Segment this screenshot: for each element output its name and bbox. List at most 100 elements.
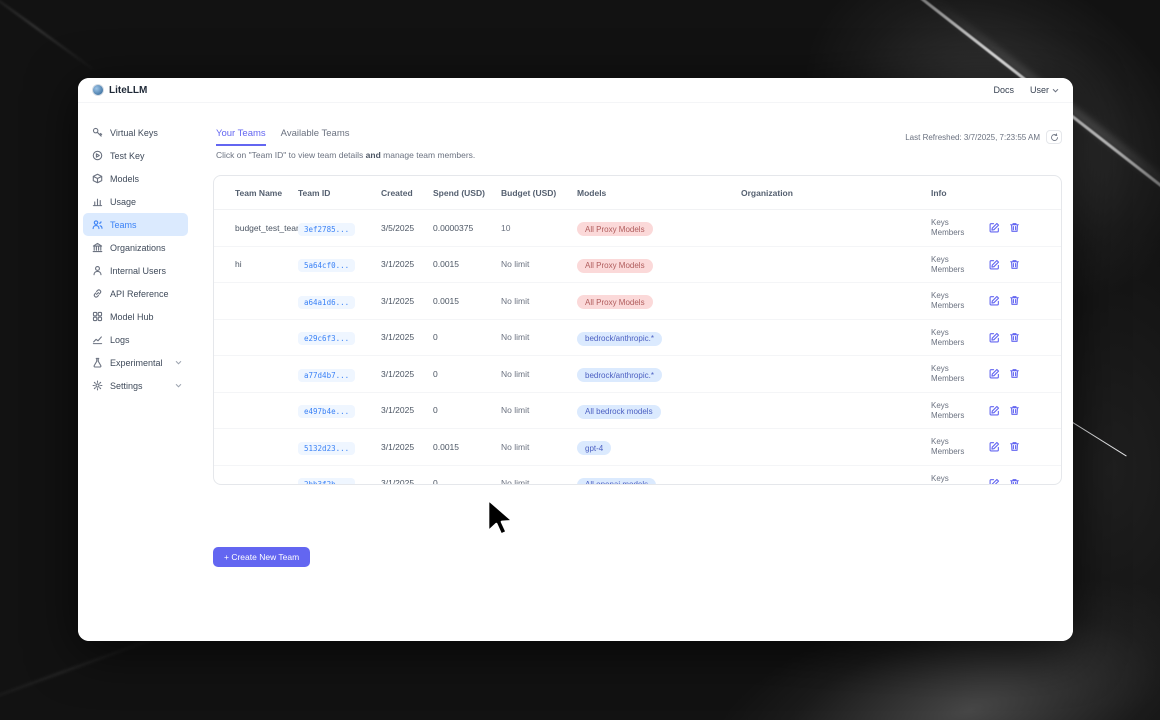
spend-cell: 0 [433, 405, 438, 416]
team-id-link[interactable]: 3ef2785... [298, 222, 356, 236]
sidebar-item-logs[interactable]: Logs [83, 328, 188, 351]
keys-link[interactable]: Keys [931, 400, 949, 410]
edit-team-button[interactable] [989, 295, 1000, 306]
members-link[interactable]: Members [931, 264, 965, 274]
models-cell: gpt-4 [577, 438, 741, 456]
created-cell: 3/1/2025 [381, 368, 415, 379]
create-new-team-button[interactable]: + Create New Team [213, 547, 311, 567]
edit-team-button[interactable] [989, 332, 1000, 343]
docs-link[interactable]: Docs [993, 85, 1014, 95]
sidebar-item-label: Model Hub [110, 311, 154, 322]
delete-team-button[interactable] [1009, 405, 1020, 416]
team-id-link[interactable]: 5a64cf0... [298, 259, 356, 273]
delete-team-button[interactable] [1009, 478, 1020, 484]
sidebar-item-settings[interactable]: Settings [83, 374, 188, 397]
sidebar-item-test-key[interactable]: Test Key [83, 144, 188, 167]
sidebar-item-organizations[interactable]: Organizations [83, 236, 188, 259]
edit-team-button[interactable] [989, 441, 1000, 452]
model-badge: All bedrock models [577, 404, 661, 419]
sidebar-item-model-hub[interactable]: Model Hub [83, 305, 188, 328]
edit-team-button[interactable] [989, 405, 1000, 416]
sidebar: Virtual Keys Test Key Models Usage Teams Orga… [78, 103, 210, 641]
members-link[interactable]: Members [931, 410, 965, 420]
keys-link[interactable]: Keys [931, 364, 949, 374]
members-link[interactable]: Members [931, 337, 965, 347]
sidebar-item-label: Settings [110, 380, 143, 391]
budget-cell: No limit [501, 478, 530, 485]
team-id-link[interactable]: a64a1d6... [298, 295, 356, 309]
members-link[interactable]: Members [931, 447, 965, 457]
delete-team-button[interactable] [1009, 259, 1020, 270]
tab-available-teams[interactable]: Available Teams [280, 128, 350, 139]
keys-link[interactable]: Keys [931, 254, 949, 264]
teams-table: Team Name Team ID Created Spend (USD) Budget… [213, 175, 1062, 485]
row-actions [989, 332, 1020, 343]
sidebar-item-experimental[interactable]: Experimental [83, 351, 188, 374]
model-badge: All Proxy Models [577, 222, 653, 237]
models-cell: All Proxy Models [577, 219, 741, 237]
sidebar-item-api-reference[interactable]: API Reference [83, 282, 188, 305]
members-link[interactable]: Members [931, 374, 965, 384]
column-header-models: Models [577, 187, 607, 198]
edit-team-button[interactable] [989, 478, 1000, 484]
models-cell: All openai models [577, 474, 741, 484]
edit-team-button[interactable] [989, 259, 1000, 270]
models-cell: All Proxy Models [577, 255, 741, 273]
keys-link[interactable]: Keys [931, 291, 949, 301]
sidebar-item-models[interactable]: Models [83, 167, 188, 190]
column-header-spend-usd: Spend (USD) [433, 187, 485, 198]
keys-link[interactable]: Keys [931, 218, 949, 228]
delete-team-button[interactable] [1009, 441, 1020, 452]
delete-team-button[interactable] [1009, 332, 1020, 343]
delete-team-button[interactable] [1009, 295, 1020, 306]
tab-bar: Your Teams Available Teams [213, 128, 350, 146]
team-id-link[interactable]: a77d4b7... [298, 368, 356, 382]
delete-team-button[interactable] [1009, 368, 1020, 379]
chevron-down-icon [1052, 88, 1059, 93]
sidebar-item-usage[interactable]: Usage [83, 190, 188, 213]
team-id-link[interactable]: e497b4e... [298, 405, 356, 419]
edit-team-button[interactable] [989, 222, 1000, 233]
link-icon [92, 288, 103, 299]
team-id-link[interactable]: 2bb3f2b... [298, 478, 356, 484]
sidebar-item-teams[interactable]: Teams [83, 213, 188, 236]
row-actions [989, 259, 1020, 270]
budget-cell: No limit [501, 295, 530, 306]
team-id-link[interactable]: e29c6f3... [298, 332, 356, 346]
team-id-link[interactable]: 5132d23... [298, 441, 356, 455]
table-row: 5132d23... 3/1/2025 0.0015 No limit gpt-4 Key… [214, 429, 1061, 466]
team-name-cell: budget_test_team [235, 222, 304, 233]
refresh-button[interactable] [1046, 130, 1062, 144]
sidebar-item-label: Models [110, 173, 140, 184]
models-cell: All Proxy Models [577, 292, 741, 310]
team-id-cell: e497b4e... [298, 401, 381, 419]
users-icon [92, 219, 103, 230]
sidebar-item-label: Virtual Keys [110, 127, 158, 138]
keys-link[interactable]: Keys [931, 437, 949, 447]
table-row: e497b4e... 3/1/2025 0 No limit All bedrock m… [214, 393, 1061, 429]
keys-link[interactable]: Keys [931, 473, 949, 483]
keys-link[interactable]: Keys [931, 327, 949, 337]
user-menu[interactable]: User [1030, 85, 1059, 95]
members-link[interactable]: Members [931, 484, 989, 485]
budget-cell: No limit [501, 368, 530, 379]
sidebar-item-internal-users[interactable]: Internal Users [83, 259, 188, 282]
edit-team-button[interactable] [989, 368, 1000, 379]
budget-cell: 10 [501, 222, 511, 233]
members-link[interactable]: Members [931, 228, 965, 238]
sidebar-item-label: Usage [110, 196, 137, 207]
background-streak [0, 0, 97, 72]
brand-name: LiteLLM [109, 84, 148, 96]
delete-team-button[interactable] [1009, 222, 1020, 233]
tab-your-teams[interactable]: Your Teams [216, 128, 266, 146]
user-menu-label: User [1029, 85, 1049, 95]
sidebar-item-virtual-keys[interactable]: Virtual Keys [83, 121, 188, 144]
column-header-created: Created [381, 187, 413, 198]
members-link[interactable]: Members [931, 301, 965, 311]
row-actions [989, 478, 1020, 484]
